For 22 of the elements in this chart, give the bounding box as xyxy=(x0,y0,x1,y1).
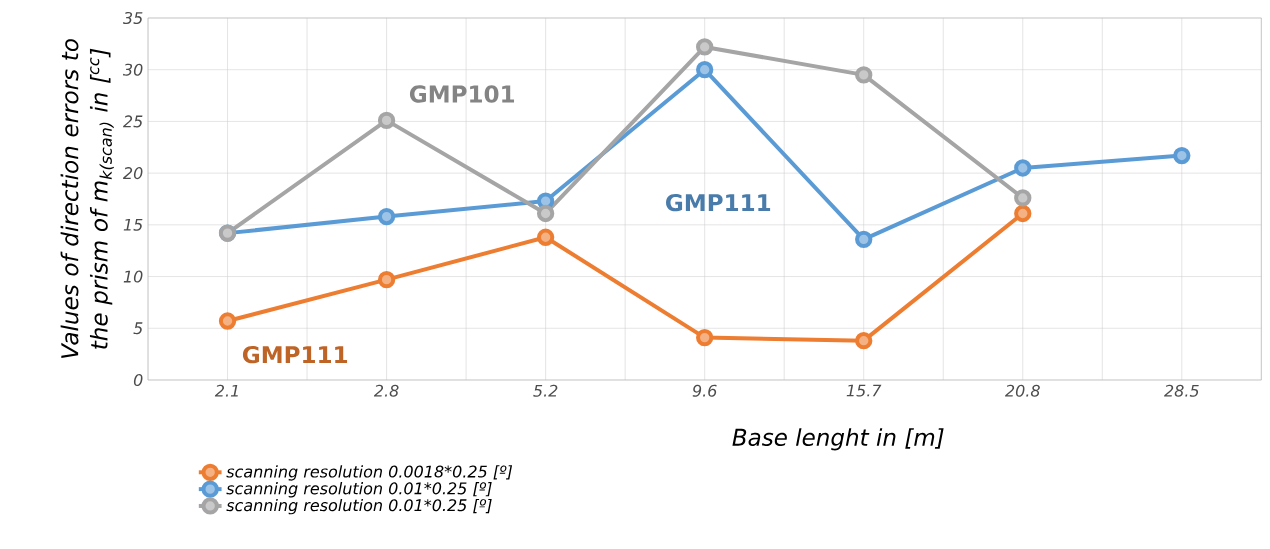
y-tick-label: 10 xyxy=(123,270,143,283)
x-tick-label: 2.1 xyxy=(214,384,238,397)
annotation: GMP111 xyxy=(242,345,348,364)
annotation: GMP101 xyxy=(409,85,515,103)
x-tick-label: 15.7 xyxy=(846,384,882,397)
y-tick-label: 0 xyxy=(133,373,143,387)
legend-label: scanning resolution 0.0018*0.25 [º] xyxy=(226,465,513,481)
x-tick-label: 28.5 xyxy=(1164,384,1199,397)
y-tick-label: 15 xyxy=(123,218,143,231)
y-tick-label: 5 xyxy=(133,322,143,335)
annotation: GMP111 xyxy=(666,193,771,212)
legend-label: scanning resolution 0.01*0.25 [º] xyxy=(226,482,492,498)
legend-label: scanning resolution 0.01*0.25 [º] xyxy=(226,498,492,515)
y-tick-label: 30 xyxy=(122,63,143,76)
x-tick-label: 9.6 xyxy=(692,384,717,397)
x-axis-title: Base lenght in [m] xyxy=(732,428,944,451)
x-tick-label: 2.8 xyxy=(373,384,399,397)
y-tick-label: 35 xyxy=(122,11,143,25)
y-tick-label: 25 xyxy=(123,115,143,128)
x-tick-label: 5.2 xyxy=(533,384,558,397)
x-tick-label: 20.8 xyxy=(1005,384,1040,397)
y-tick-label: 20 xyxy=(123,167,143,180)
